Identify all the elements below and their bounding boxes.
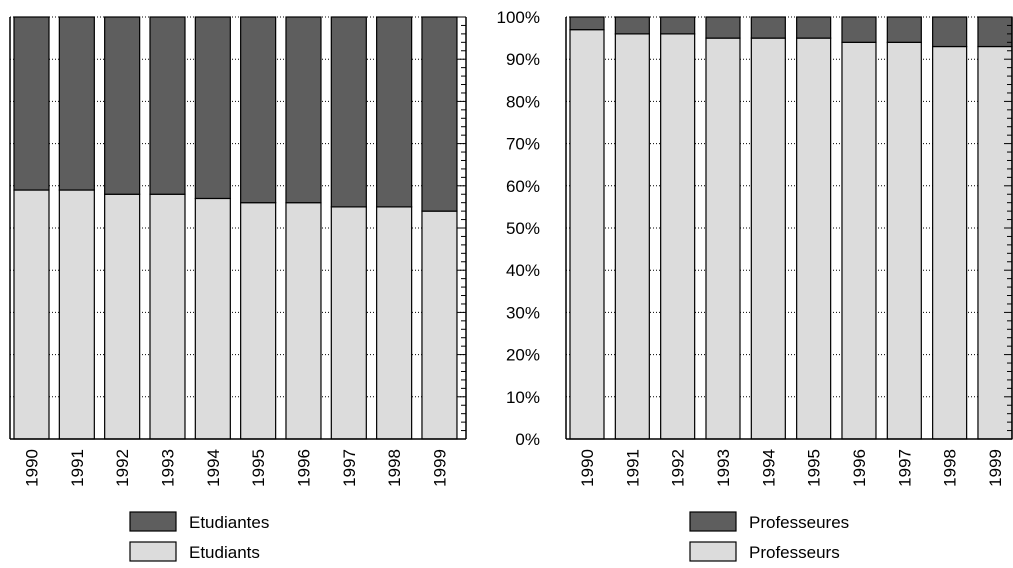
bar-segment-professeurs	[977, 45, 1013, 440]
bar-segment-professeures	[932, 16, 968, 48]
bar-segment-professeures	[614, 16, 650, 35]
x-tick-label: 1996	[294, 449, 313, 487]
bar-segment-etudiants	[58, 189, 95, 440]
bar-segment-etudiants	[421, 210, 458, 440]
x-tick-label: 1994	[204, 449, 223, 487]
bar-segment-etudiants	[376, 206, 413, 440]
y-tick-label: 90%	[506, 50, 540, 69]
x-tick-label: 1998	[941, 449, 960, 487]
x-tick-label: 1996	[850, 449, 869, 487]
bar-segment-etudiantes	[194, 16, 231, 200]
bar-segment-etudiants	[13, 189, 50, 440]
bar-segment-professeurs	[750, 37, 786, 440]
legend-swatch	[129, 511, 177, 532]
y-tick-label: 50%	[506, 219, 540, 238]
bar-segment-professeurs	[705, 37, 741, 440]
bar-segment-etudiantes	[376, 16, 413, 208]
x-tick-label: 1990	[23, 449, 42, 487]
y-tick-label: 100%	[497, 8, 540, 27]
y-tick-label: 70%	[506, 135, 540, 154]
x-tick-label: 1994	[759, 449, 778, 487]
x-tick-label: 1993	[714, 449, 733, 487]
bar-segment-professeurs	[614, 33, 650, 440]
x-tick-label: 1992	[669, 449, 688, 487]
bar-segment-etudiantes	[285, 16, 322, 204]
bar-segment-professeures	[750, 16, 786, 39]
bar-segment-etudiantes	[104, 16, 141, 195]
y-tick-label: 20%	[506, 346, 540, 365]
bar-segment-professeurs	[886, 41, 922, 440]
bar-segment-etudiants	[240, 202, 277, 440]
bar-segment-professeurs	[660, 33, 696, 440]
bar-segment-etudiantes	[330, 16, 367, 208]
x-tick-label: 1991	[623, 449, 642, 487]
bar-segment-professeures	[841, 16, 877, 43]
bar-segment-professeurs	[841, 41, 877, 440]
bar-segment-etudiants	[149, 193, 186, 440]
legend-label: Professeures	[749, 513, 849, 532]
x-tick-label: 1991	[68, 449, 87, 487]
y-tick-label: 0%	[515, 430, 540, 449]
bar-segment-etudiants	[330, 206, 367, 440]
x-tick-label: 1990	[578, 449, 597, 487]
bar-segment-etudiantes	[149, 16, 186, 195]
bar-segment-professeures	[886, 16, 922, 43]
legend-swatch	[689, 511, 737, 532]
bar-segment-professeures	[796, 16, 832, 39]
bar-segment-professeures	[705, 16, 741, 39]
bar-segment-professeurs	[569, 29, 605, 440]
legend-swatch	[129, 541, 177, 562]
shared-y-axis: 0% 10% 20% 30% 40% 50% 60% 70% 80% 90% 100%	[497, 8, 540, 449]
bar-segment-etudiants	[285, 202, 322, 440]
y-tick-label: 30%	[506, 303, 540, 322]
y-tick-label: 40%	[506, 261, 540, 280]
y-tick-label: 10%	[506, 388, 540, 407]
x-tick-label: 1995	[249, 449, 268, 487]
legend-label: Etudiants	[189, 543, 260, 562]
y-tick-label: 80%	[506, 92, 540, 111]
bar-segment-etudiants	[194, 197, 231, 440]
chart-professors: 1990 1991 1992 1993 1994 1995 1996 1997 1998 1999…	[565, 16, 1013, 562]
bar-segment-etudiantes	[58, 16, 95, 191]
bar-segment-professeures	[660, 16, 696, 35]
x-tick-label: 1997	[895, 449, 914, 487]
bar-segment-etudiantes	[13, 16, 50, 191]
x-tick-label: 1999	[430, 449, 449, 487]
x-tick-label: 1992	[113, 449, 132, 487]
legend-label: Professeurs	[749, 543, 840, 562]
x-tick-label: 1997	[340, 449, 359, 487]
x-tick-label: 1995	[805, 449, 824, 487]
bar-segment-etudiants	[104, 193, 141, 440]
chart-students: 1990 1991 1992 1993 1994 1995 1996 1997 1998 1999…	[9, 16, 467, 562]
legend-swatch	[689, 541, 737, 562]
bar-segment-professeures	[569, 16, 605, 31]
x-tick-label: 1999	[986, 449, 1005, 487]
bar-segment-etudiantes	[240, 16, 277, 204]
x-tick-label: 1993	[158, 449, 177, 487]
legend-label: Etudiantes	[189, 513, 269, 532]
bar-segment-etudiantes	[421, 16, 458, 212]
bar-segment-professeures	[977, 16, 1013, 48]
bar-segment-professeurs	[932, 45, 968, 440]
y-tick-label: 60%	[506, 177, 540, 196]
bar-segment-professeurs	[796, 37, 832, 440]
x-tick-label: 1998	[385, 449, 404, 487]
